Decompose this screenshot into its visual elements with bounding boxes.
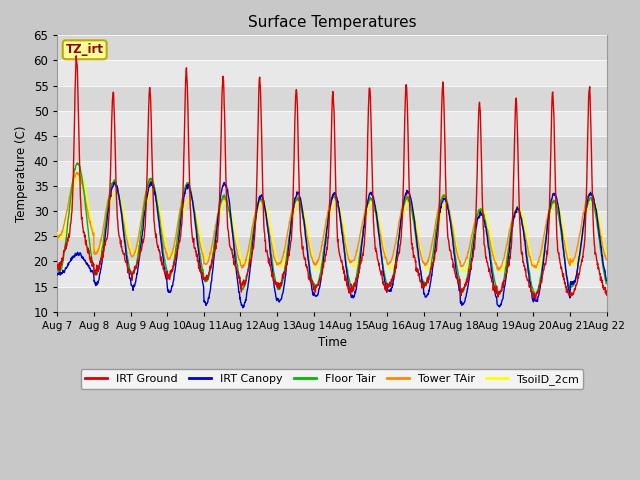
Bar: [58, 136, 607, 161]
Bar: [58, 262, 607, 287]
Text: TZ_irt: TZ_irt: [66, 43, 104, 56]
Bar: [58, 236, 607, 262]
X-axis label: Time: Time: [317, 336, 346, 349]
Bar: [58, 211, 607, 236]
Bar: [58, 36, 607, 60]
Bar: [58, 161, 607, 186]
Bar: [58, 60, 607, 85]
Bar: [58, 111, 607, 136]
Bar: [58, 186, 607, 211]
Bar: [58, 287, 607, 312]
Legend: IRT Ground, IRT Canopy, Floor Tair, Tower TAir, TsoilD_2cm: IRT Ground, IRT Canopy, Floor Tair, Towe…: [81, 369, 583, 389]
Y-axis label: Temperature (C): Temperature (C): [15, 125, 28, 222]
Title: Surface Temperatures: Surface Temperatures: [248, 15, 417, 30]
Bar: [58, 85, 607, 111]
